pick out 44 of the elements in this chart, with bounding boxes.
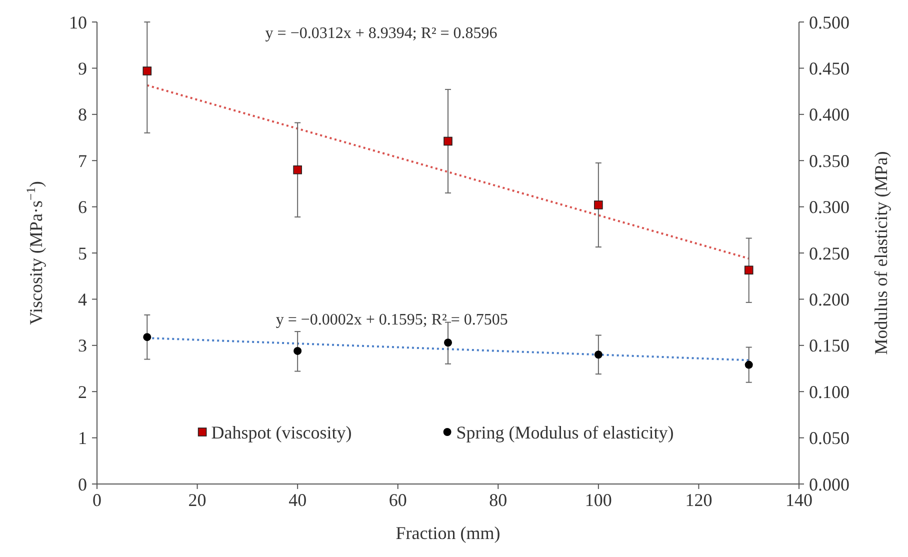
point (294, 346, 302, 355)
point (444, 136, 452, 146)
y-tick-label: 5 (78, 243, 87, 264)
y-tick-label: 4 (78, 290, 87, 310)
y2-tick-label: 0.100 (809, 382, 850, 402)
y2-axis-title: Modulus of elasticity (MPa) (871, 151, 891, 355)
legend-label: Spring (Modulus of elasticity) (456, 422, 674, 442)
y2-tick-label: 0.400 (809, 104, 850, 125)
x-tick-label: 0 (92, 490, 102, 510)
x-tick-label: 40 (288, 490, 307, 510)
point (744, 266, 754, 274)
y-tick-label: 10 (69, 12, 87, 32)
x-tick-label: 100 (584, 490, 612, 510)
point (744, 360, 753, 369)
y2-tick-label: 0.450 (809, 58, 850, 78)
annotation: y = −0.0002x + 0.1595; R² = 0.7505 (276, 312, 508, 329)
x-tick-label: 20 (188, 490, 206, 510)
x-tick-label: 60 (388, 490, 407, 510)
legend-label: Dahspot (viscosity) (211, 422, 352, 442)
point (444, 338, 452, 347)
y-tick-label: 7 (78, 150, 87, 171)
y2-tick-label: 0.350 (809, 150, 850, 171)
y2-tick-label: 0.200 (809, 290, 850, 310)
y-tick-label: 1 (78, 428, 87, 448)
y-tick-label: 3 (78, 336, 87, 356)
point (143, 333, 152, 342)
y2-tick-label: 0.250 (809, 243, 850, 264)
y-tick-label: 6 (78, 197, 87, 218)
x-tick-label: 120 (685, 490, 712, 510)
y-tick-label: 0 (78, 474, 87, 494)
point (142, 66, 152, 76)
y2-tick-label: 0.150 (809, 336, 850, 356)
y-tick-label: 2 (78, 382, 87, 402)
y2-tick-label: 0.300 (809, 197, 850, 218)
y2-tick-label: 0.050 (809, 428, 850, 448)
y-tick-label: 9 (78, 58, 87, 78)
point (594, 350, 602, 359)
point (594, 200, 603, 210)
point (293, 165, 302, 174)
y-tick-label: 8 (78, 104, 87, 125)
x-axis-title: Fraction (mm) (396, 523, 500, 543)
x-tick-label: 80 (489, 490, 508, 510)
y2-tick-label: 0.500 (809, 12, 850, 32)
annotation: y = −0.0312x + 8.9394; R² = 0.8596 (265, 25, 498, 42)
